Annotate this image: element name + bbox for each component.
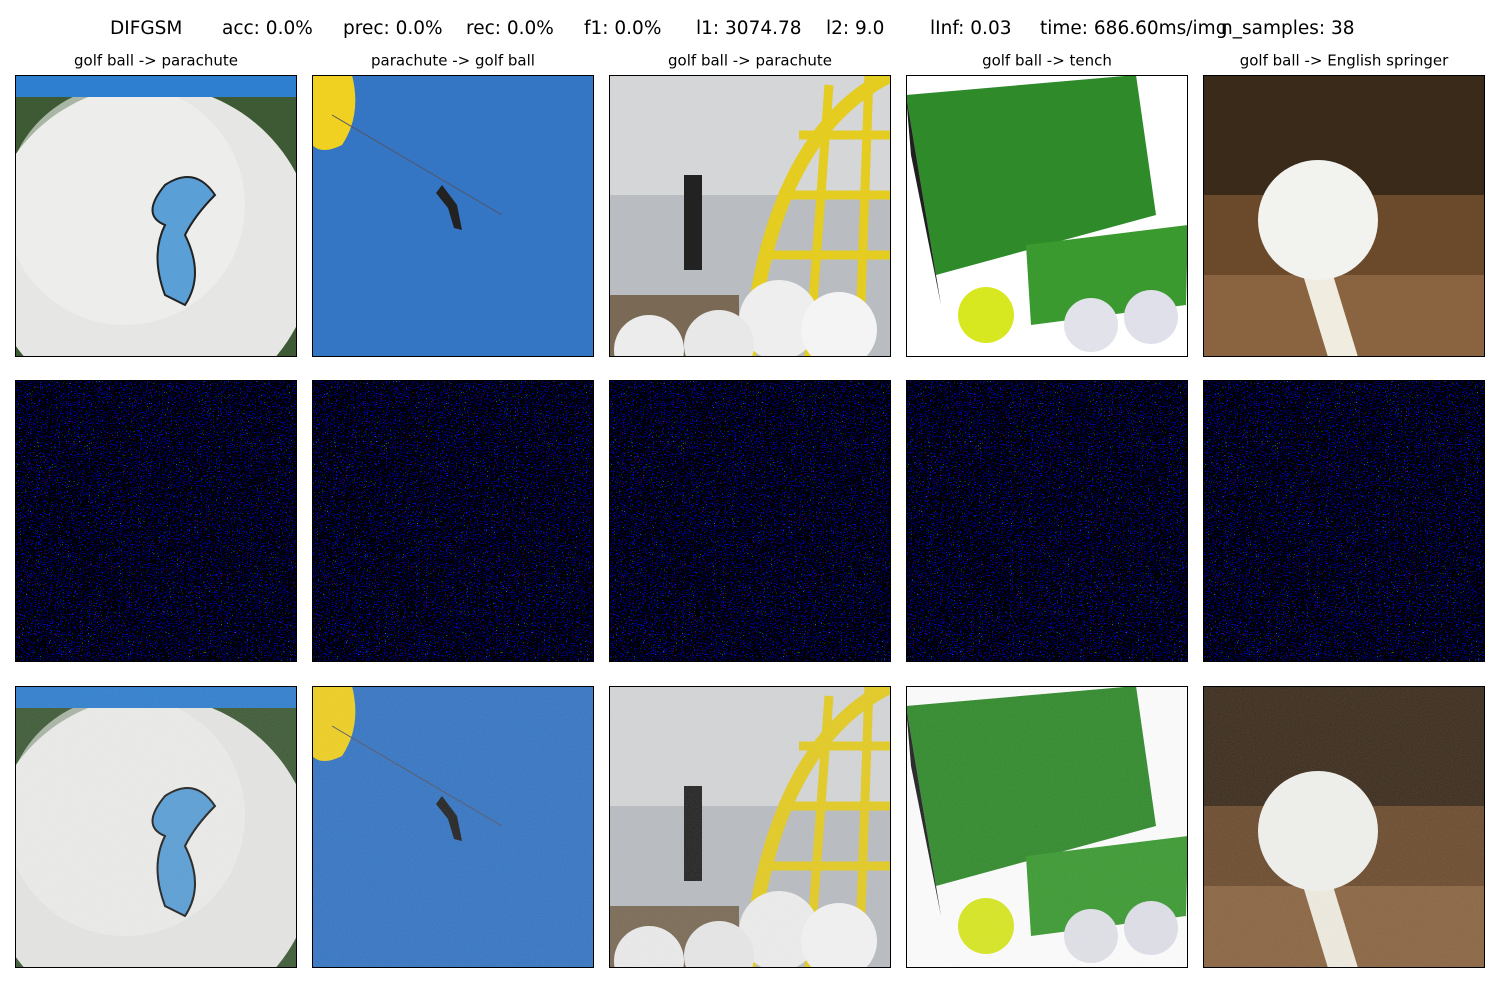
- image-panel: [906, 75, 1188, 357]
- panel-frame: [1203, 75, 1485, 357]
- panel-frame: [1203, 380, 1485, 662]
- panel-frame: [906, 380, 1188, 662]
- title-item: f1: 0.0%: [584, 18, 661, 39]
- image-panel: [609, 75, 891, 357]
- image-panel: [906, 686, 1188, 968]
- adversarial-grain: [312, 686, 594, 968]
- adversarial-grain: [906, 686, 1188, 968]
- panel-frame: [15, 75, 297, 357]
- panel-frame: [609, 686, 891, 968]
- image-panel: [609, 686, 891, 968]
- title-item: rec: 0.0%: [466, 18, 554, 39]
- column-title: golf ball -> parachute: [74, 52, 238, 70]
- panel-frame: [906, 75, 1188, 357]
- title-item: lInf: 0.03: [930, 18, 1011, 39]
- panel-frame: [1203, 686, 1485, 968]
- perturbation: [1203, 380, 1485, 662]
- panel-frame: [312, 75, 594, 357]
- column-title: golf ball -> parachute: [668, 52, 832, 70]
- panel-frame: [15, 686, 297, 968]
- column-title: golf ball -> English springer: [1240, 52, 1449, 70]
- image-panel: [15, 380, 297, 662]
- column-title: golf ball -> tench: [982, 52, 1112, 70]
- title-item: l2: 9.0: [826, 18, 884, 39]
- title-item: acc: 0.0%: [222, 18, 313, 39]
- title-item: n_samples: 38: [1221, 18, 1355, 39]
- title-item: DIFGSM: [110, 18, 182, 39]
- image-panel: [609, 380, 891, 662]
- image-panel: [1203, 686, 1485, 968]
- title-item: time: 686.60ms/img: [1040, 18, 1227, 39]
- title-item: l1: 3074.78: [696, 18, 802, 39]
- perturbation: [906, 380, 1188, 662]
- panel-frame: [312, 686, 594, 968]
- panel-frame: [15, 380, 297, 662]
- image-panel: [312, 380, 594, 662]
- panel-frame: [312, 380, 594, 662]
- image-panel: [1203, 75, 1485, 357]
- panel-frame: [609, 75, 891, 357]
- image-panel: [1203, 380, 1485, 662]
- adversarial-grain: [15, 686, 297, 968]
- panel-frame: [906, 686, 1188, 968]
- image-panel: [312, 686, 594, 968]
- adversarial-grain: [609, 686, 891, 968]
- perturbation: [15, 380, 297, 662]
- perturbation: [312, 380, 594, 662]
- image-panel: [15, 686, 297, 968]
- image-panel: [312, 75, 594, 357]
- image-panel: [15, 75, 297, 357]
- image-panel: [906, 380, 1188, 662]
- title-item: prec: 0.0%: [343, 18, 443, 39]
- column-title: parachute -> golf ball: [371, 52, 535, 70]
- panel-frame: [609, 380, 891, 662]
- perturbation: [609, 380, 891, 662]
- adversarial-grain: [1203, 686, 1485, 968]
